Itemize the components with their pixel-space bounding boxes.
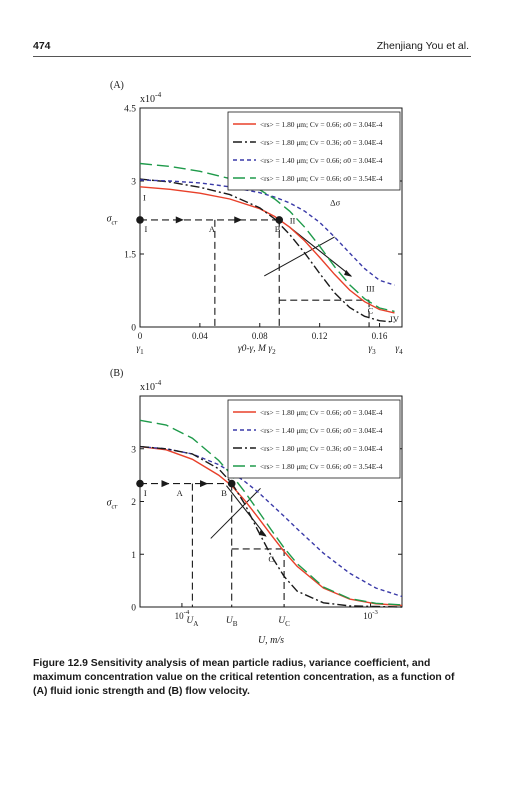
descent-arrow bbox=[226, 485, 267, 537]
running-head: Zhenjiang You et al. bbox=[376, 40, 469, 52]
x-sub-label: γ4 bbox=[395, 344, 403, 356]
descent-arrow bbox=[289, 226, 352, 277]
figure-caption-text: Sensitivity analysis of mean particle ra… bbox=[33, 658, 455, 697]
x-tick-label: 0 bbox=[138, 331, 143, 341]
annotation-label: B bbox=[221, 488, 227, 498]
arrow-head bbox=[234, 216, 243, 224]
x-tick-label: 10-4 bbox=[175, 609, 190, 621]
annotation-label: I bbox=[144, 488, 147, 498]
header-rule bbox=[33, 56, 471, 57]
y-multiplier: x10-4 bbox=[140, 378, 161, 393]
legend-entry: <rs> = 1.80 μm; Cv = 0.66; σ0 = 3.04E-4 bbox=[260, 408, 383, 417]
chart-panel-a: (A) x10-4 0 1.5 3 4.5 0 0.04 0.08 0.12 0.16 σcr γ1 γ0… bbox=[107, 80, 403, 356]
x-tick-label: 0.08 bbox=[252, 331, 268, 341]
figure-caption: Figure 12.9 Sensitivity analysis of mean… bbox=[33, 657, 470, 699]
arrow-head bbox=[344, 269, 353, 277]
series-line bbox=[139, 419, 403, 606]
figure-label: Figure 12.9 bbox=[33, 658, 88, 669]
x-sub-label: UB bbox=[226, 616, 238, 628]
series-line bbox=[139, 162, 395, 313]
annotation-label: A bbox=[209, 224, 216, 234]
annotation-label: II bbox=[290, 215, 296, 225]
annotation-label: B bbox=[275, 224, 281, 234]
panel-label: (B) bbox=[110, 368, 123, 379]
y-tick-label: 2 bbox=[131, 498, 136, 508]
y-axis-label: σcr bbox=[107, 498, 118, 511]
y-axis-label: σcr bbox=[107, 214, 118, 227]
annotation-label: A bbox=[177, 488, 184, 498]
series-line bbox=[139, 178, 395, 323]
arrow-head bbox=[200, 480, 209, 488]
delta-sigma-pointer bbox=[264, 236, 335, 277]
annotation-label: Δσ bbox=[330, 197, 340, 207]
arrow-head bbox=[161, 480, 170, 488]
x-sub-label: γ0-γ, M γ2 bbox=[238, 344, 276, 356]
x-tick-label: 0.04 bbox=[192, 331, 208, 341]
legend-entry: <rs> = 1.40 μm; Cv = 0.66; σ0 = 3.04E-4 bbox=[260, 156, 383, 165]
annotation-label: III bbox=[366, 283, 375, 293]
legend-entry: <rs> = 1.40 μm; Cv = 0.66; σ0 = 3.04E-4 bbox=[260, 426, 383, 435]
legend-box bbox=[227, 399, 401, 479]
legend-box bbox=[227, 111, 401, 191]
x-axis-label: U, m/s bbox=[258, 635, 284, 646]
delta-sigma-pointer bbox=[210, 487, 261, 539]
annotation-label: IV bbox=[390, 314, 400, 324]
annotation-label: I bbox=[143, 192, 146, 202]
x-tick-label: 0.16 bbox=[372, 331, 388, 341]
page-number: 474 bbox=[33, 40, 51, 52]
x-tick-label: 10-3 bbox=[363, 609, 378, 621]
x-tick-label: 0.12 bbox=[312, 331, 328, 341]
y-tick-label: 3 bbox=[131, 445, 136, 455]
y-tick-label: 1 bbox=[131, 551, 136, 561]
x-sub-label: UC bbox=[278, 616, 290, 628]
annotation-label: C bbox=[268, 554, 274, 564]
y-tick-label: 1.5 bbox=[124, 251, 136, 261]
legend-entry: <rs> = 1.80 μm; Cv = 0.66; σ0 = 3.54E-4 bbox=[260, 462, 383, 471]
state-marker bbox=[136, 216, 144, 224]
arrow-head bbox=[175, 216, 184, 224]
legend-entry: <rs> = 1.80 μm; Cv = 0.66; σ0 = 3.04E-4 bbox=[260, 120, 383, 129]
x-sub-label: γ1 bbox=[136, 344, 144, 356]
series-line bbox=[139, 445, 403, 608]
y-tick-label: 0 bbox=[131, 604, 136, 614]
x-sub-label: γ3 bbox=[368, 344, 376, 356]
panel-label: (A) bbox=[110, 80, 124, 91]
y-tick-label: 3 bbox=[131, 178, 136, 188]
series-line bbox=[139, 179, 395, 286]
y-tick-label: 4.5 bbox=[124, 105, 136, 115]
x-sub-label: UA bbox=[186, 616, 199, 628]
legend-entry: <rs> = 1.80 μm; Cv = 0.36; σ0 = 3.04E-4 bbox=[260, 444, 383, 453]
legend-entry: <rs> = 1.80 μm; Cv = 0.36; σ0 = 3.04E-4 bbox=[260, 138, 383, 147]
y-tick-label: 0 bbox=[131, 324, 136, 334]
legend-entry: <rs> = 1.80 μm; Cv = 0.66; σ0 = 3.54E-4 bbox=[260, 174, 383, 183]
annotation-label: I bbox=[144, 224, 147, 234]
state-marker bbox=[136, 479, 144, 488]
series-line bbox=[139, 186, 395, 314]
annotation-label: C bbox=[368, 305, 374, 315]
state-marker bbox=[227, 479, 236, 488]
state-marker bbox=[275, 216, 284, 224]
arrow-head bbox=[258, 529, 267, 537]
y-multiplier: x10-4 bbox=[140, 90, 161, 105]
